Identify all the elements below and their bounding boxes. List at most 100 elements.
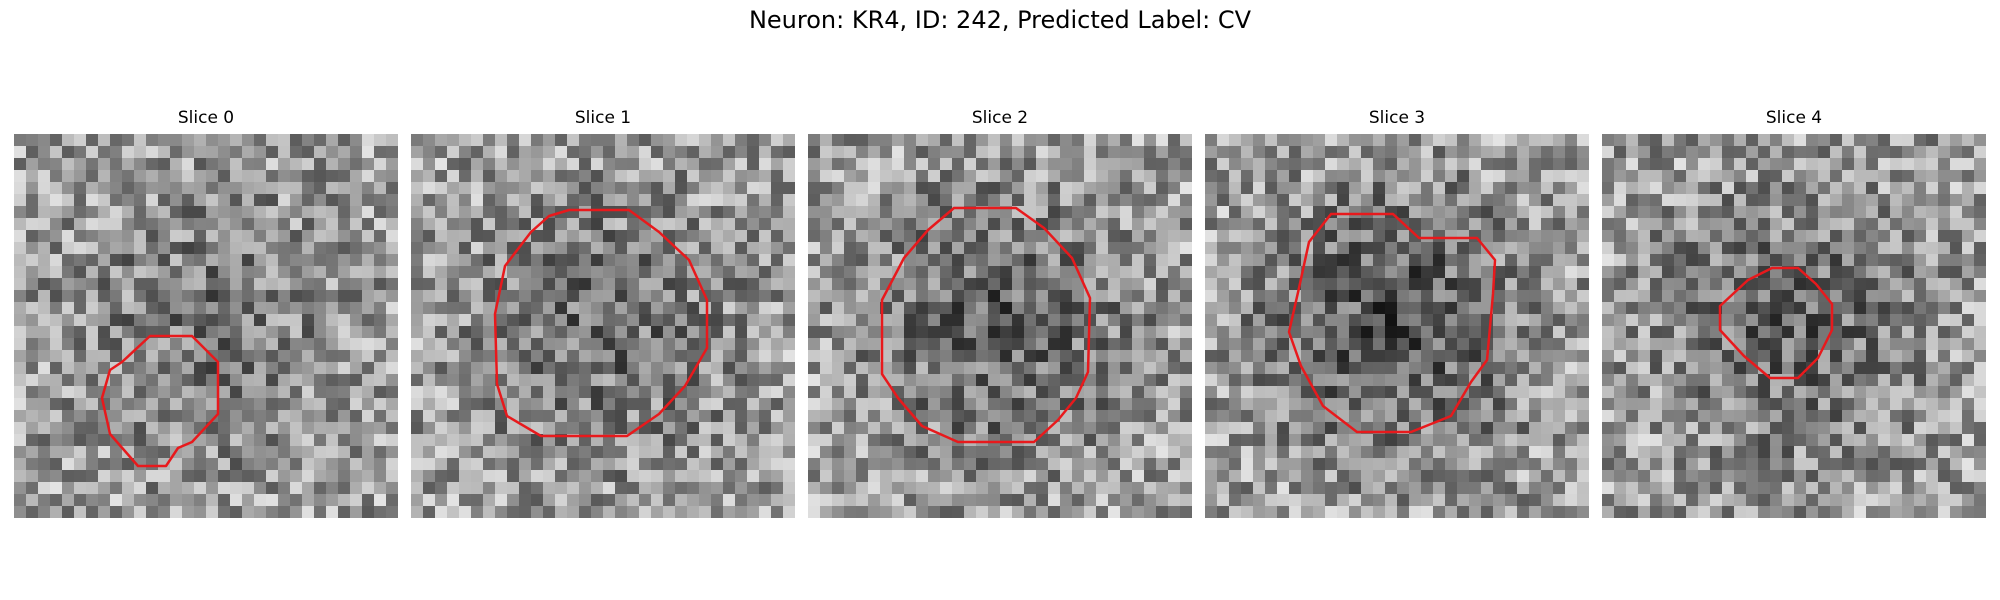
pixel-cell bbox=[892, 206, 904, 218]
pixel-cell bbox=[651, 254, 663, 266]
pixel-cell bbox=[868, 218, 880, 230]
pixel-cell bbox=[266, 230, 278, 242]
pixel-cell bbox=[98, 194, 110, 206]
pixel-cell bbox=[711, 266, 723, 278]
pixel-cell bbox=[1156, 470, 1168, 482]
pixel-cell bbox=[110, 374, 122, 386]
pixel-cell bbox=[1349, 242, 1361, 254]
pixel-cell bbox=[1842, 242, 1854, 254]
pixel-cell bbox=[1782, 458, 1794, 470]
pixel-cell bbox=[1529, 326, 1541, 338]
pixel-cell bbox=[1156, 446, 1168, 458]
pixel-cell bbox=[350, 326, 362, 338]
pixel-cell bbox=[471, 422, 483, 434]
pixel-cell bbox=[170, 482, 182, 494]
pixel-cell bbox=[1180, 158, 1192, 170]
pixel-cell bbox=[314, 446, 326, 458]
pixel-cell bbox=[86, 470, 98, 482]
pixel-cell bbox=[1529, 266, 1541, 278]
pixel-cell bbox=[1770, 338, 1782, 350]
pixel-cell bbox=[1902, 350, 1914, 362]
pixel-cell bbox=[555, 350, 567, 362]
pixel-cell bbox=[1000, 386, 1012, 398]
pixel-cell bbox=[338, 374, 350, 386]
pixel-cell bbox=[1241, 386, 1253, 398]
pixel-cell bbox=[302, 170, 314, 182]
pixel-cell bbox=[1469, 194, 1481, 206]
pixel-cell bbox=[447, 350, 459, 362]
pixel-cell bbox=[1132, 506, 1144, 518]
pixel-cell bbox=[338, 434, 350, 446]
pixel-cell bbox=[1914, 242, 1926, 254]
pixel-cell bbox=[1626, 398, 1638, 410]
pixel-cell bbox=[1553, 446, 1565, 458]
pixel-cell bbox=[663, 410, 675, 422]
pixel-cell bbox=[1710, 290, 1722, 302]
pixel-cell bbox=[699, 206, 711, 218]
pixel-cell bbox=[1445, 194, 1457, 206]
pixel-cell bbox=[350, 134, 362, 146]
pixel-cell bbox=[50, 266, 62, 278]
pixel-cell bbox=[1505, 146, 1517, 158]
pixel-cell bbox=[1229, 278, 1241, 290]
pixel-cell bbox=[302, 146, 314, 158]
pixel-cell bbox=[759, 218, 771, 230]
pixel-cell bbox=[1529, 194, 1541, 206]
pixel-cell bbox=[1481, 434, 1493, 446]
pixel-cell bbox=[266, 146, 278, 158]
pixel-cell bbox=[940, 206, 952, 218]
pixel-cell bbox=[483, 482, 495, 494]
pixel-cell bbox=[639, 170, 651, 182]
pixel-cell bbox=[1866, 434, 1878, 446]
pixel-cell bbox=[1084, 470, 1096, 482]
pixel-cell bbox=[1602, 206, 1614, 218]
pixel-cell bbox=[98, 314, 110, 326]
pixel-cell bbox=[459, 182, 471, 194]
pixel-cell bbox=[1746, 446, 1758, 458]
pixel-cell bbox=[1469, 494, 1481, 506]
pixel-cell bbox=[1794, 182, 1806, 194]
pixel-cell bbox=[386, 218, 398, 230]
pixel-cell bbox=[146, 254, 158, 266]
pixel-cell bbox=[62, 290, 74, 302]
pixel-cell bbox=[952, 410, 964, 422]
pixel-cell bbox=[230, 278, 242, 290]
pixel-cell bbox=[1180, 374, 1192, 386]
pixel-cell bbox=[459, 254, 471, 266]
pixel-cell bbox=[1674, 422, 1686, 434]
pixel-cell bbox=[759, 470, 771, 482]
pixel-cell bbox=[326, 230, 338, 242]
pixel-cell bbox=[254, 470, 266, 482]
pixel-cell bbox=[1746, 218, 1758, 230]
pixel-cell bbox=[1433, 314, 1445, 326]
pixel-cell bbox=[1890, 254, 1902, 266]
pixel-cell bbox=[844, 146, 856, 158]
pixel-cell bbox=[62, 134, 74, 146]
pixel-cell bbox=[1710, 434, 1722, 446]
pixel-cell bbox=[783, 446, 795, 458]
pixel-cell bbox=[1541, 470, 1553, 482]
pixel-cell bbox=[206, 446, 218, 458]
pixel-cell bbox=[495, 482, 507, 494]
pixel-cell bbox=[1710, 338, 1722, 350]
pixel-cell bbox=[964, 302, 976, 314]
pixel-cell bbox=[808, 206, 820, 218]
pixel-cell bbox=[1000, 326, 1012, 338]
pixel-cell bbox=[1433, 182, 1445, 194]
pixel-cell bbox=[1349, 326, 1361, 338]
pixel-cell bbox=[411, 206, 423, 218]
pixel-cell bbox=[555, 266, 567, 278]
pixel-cell bbox=[1036, 446, 1048, 458]
pixel-cell bbox=[639, 434, 651, 446]
pixel-cell bbox=[952, 506, 964, 518]
pixel-cell bbox=[964, 410, 976, 422]
pixel-cell bbox=[206, 254, 218, 266]
pixel-cell bbox=[254, 194, 266, 206]
pixel-cell bbox=[976, 338, 988, 350]
pixel-cell bbox=[759, 386, 771, 398]
pixel-cell bbox=[86, 410, 98, 422]
pixel-cell bbox=[940, 182, 952, 194]
pixel-cell bbox=[1962, 434, 1974, 446]
pixel-cell bbox=[1902, 338, 1914, 350]
pixel-cell bbox=[1168, 470, 1180, 482]
